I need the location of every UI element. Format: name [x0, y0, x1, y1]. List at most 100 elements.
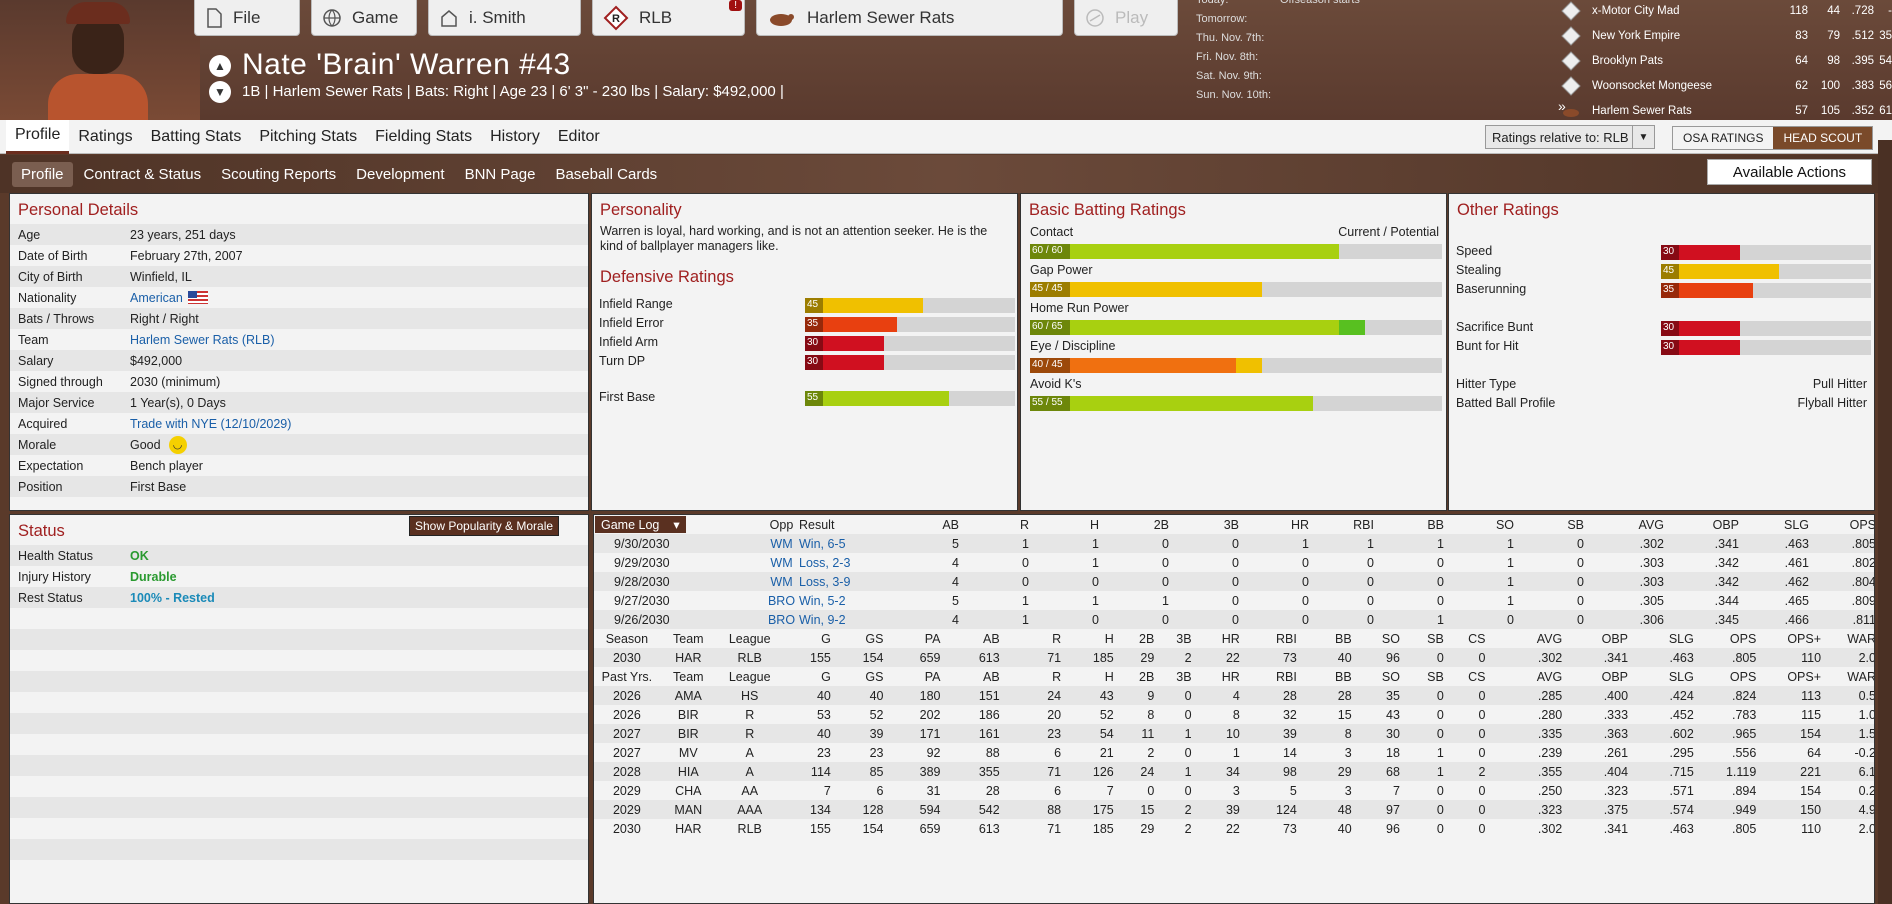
other-rating-label: Bunt for Hit — [1456, 339, 1519, 353]
gamelog-cell[interactable]: Loss, 2-3 — [799, 555, 851, 570]
gamelog-cell: 9/30/2030 — [614, 536, 670, 551]
stats-cell: 185 — [1092, 650, 1114, 665]
stats-cell: 39 — [1225, 802, 1240, 817]
trade-link[interactable]: Trade with NYE (12/10/2029) — [130, 416, 292, 431]
gamelog-cell[interactable]: WM — [770, 574, 793, 589]
defense-rating-bar: 45 — [805, 298, 1015, 313]
stats-table-panel: Game Log ▾ Opp Result AB R H 2B 3B HR RBI BB SO SB AVG… — [593, 514, 1875, 904]
stats-cell: 10 — [1225, 726, 1240, 741]
league-menu-button[interactable]: R RLB ! — [592, 0, 745, 36]
prev-player-button[interactable]: ▲ — [209, 55, 231, 77]
standings-row[interactable]: x-Motor City Mad 118 44.728- — [1560, 0, 1892, 23]
tab-ratings[interactable]: Ratings — [78, 127, 133, 145]
stats-cell: 154 — [1800, 783, 1822, 798]
game-menu-button[interactable]: Game — [311, 0, 417, 36]
gamelog-cell[interactable]: Win, 5-2 — [799, 593, 846, 608]
standings-row[interactable]: Brooklyn Pats 64 98.395 54 — [1560, 48, 1892, 73]
subtab-bnn-page[interactable]: BNN Page — [464, 165, 536, 183]
ratings-relative-select[interactable]: Ratings relative to: RLB ▼ — [1485, 125, 1655, 149]
stats-cell: 155 — [810, 821, 831, 836]
osa-ratings-button[interactable]: OSA RATINGS — [1673, 127, 1774, 149]
rating-value-box — [1030, 244, 1070, 259]
stats-cell: 98 — [1282, 764, 1297, 779]
standings-row[interactable]: New York Empire 83 79.512 35 — [1560, 23, 1892, 48]
standings-row[interactable]: Woonsocket Mongeese 62 100.383 56 — [1560, 73, 1892, 98]
gamelog-cell: 1 — [1507, 574, 1514, 589]
subtab-baseball-cards[interactable]: Baseball Cards — [555, 165, 658, 183]
stats-cell: 34 — [1225, 764, 1240, 779]
stats-cell: 154 — [862, 821, 884, 836]
gamelog-cell: .461 — [1784, 555, 1809, 570]
stats-cell: 0 — [1478, 688, 1486, 703]
stats-cell: 171 — [919, 726, 941, 741]
subtab-development[interactable]: Development — [356, 165, 445, 183]
gamelog-cell[interactable]: BRO — [767, 593, 796, 608]
subtab-contract-status[interactable]: Contract & Status — [83, 165, 202, 183]
expand-standings-icon[interactable]: » — [1558, 98, 1566, 114]
stats-cell: 96 — [1386, 821, 1400, 836]
nationality-link[interactable]: American — [130, 290, 183, 305]
stats-cell: .323 — [1537, 802, 1563, 817]
tab-editor[interactable]: Editor — [557, 127, 600, 145]
stats-cell: .715 — [1669, 764, 1694, 779]
manager-menu-button[interactable]: i. Smith — [428, 0, 581, 36]
gamelog-cell: 0 — [1022, 574, 1029, 589]
stats-header-cell: Past Yrs. Team League G GS PA AB R H 2B 3B HR RBI BB S… — [594, 667, 1874, 838]
ratings-source-toggle: OSA RATINGS HEAD SCOUT — [1672, 126, 1874, 150]
next-player-button[interactable]: ▼ — [209, 81, 231, 103]
gamelog-cell: 0 — [1577, 536, 1584, 551]
team-menu-button[interactable]: Harlem Sewer Rats — [756, 0, 1063, 36]
stats-cell: 2 — [1184, 650, 1192, 665]
stats-cell: .280 — [1537, 707, 1563, 722]
personality-text: Warren is loyal, hard working, and is no… — [600, 224, 988, 253]
gamelog-cell[interactable]: WM — [770, 536, 793, 551]
batting-current-fill — [1030, 396, 1314, 411]
play-button[interactable]: Play — [1074, 0, 1178, 36]
stats-cell: 124 — [1276, 802, 1297, 817]
gamelog-cell[interactable]: Win, 6-5 — [799, 536, 846, 551]
gamelog-cell[interactable]: Loss, 3-9 — [799, 574, 851, 589]
column-header: SB — [1427, 669, 1444, 684]
subtab-scouting-reports[interactable]: Scouting Reports — [221, 165, 337, 183]
available-actions-button[interactable]: Available Actions — [1707, 159, 1872, 185]
stats-cell: 7 — [1392, 783, 1400, 798]
gamelog-dropdown[interactable]: Game Log ▾ — [595, 516, 686, 533]
stats-header-row: Season Team League G GS PA AB R H 2B 3B HR RBI BB SO SB… — [594, 629, 1875, 648]
stats-cell: 115 — [1801, 707, 1822, 722]
standings-row[interactable]: Harlem Sewer Rats 57 105.352 61 — [1560, 98, 1892, 123]
stats-cell: 3 — [1344, 783, 1352, 798]
tab-fielding-stats[interactable]: Fielding Stats — [375, 127, 473, 145]
past-year-row: 2028 HIA A 114 85 389 355 71 126 24 1 34 98 29 68 1 2 .35… — [594, 762, 1874, 781]
gamelog-cell[interactable]: Win, 9-2 — [799, 612, 846, 627]
defensive-ratings-title: Defensive Ratings — [600, 268, 734, 286]
stats-cell: 31 — [926, 783, 941, 798]
stats-cell: 92 — [926, 745, 941, 760]
column-header: Team — [673, 669, 704, 684]
gamelog-dropdown-label: Game Log — [601, 517, 660, 532]
gamelog-cell: 0 — [1302, 593, 1309, 608]
column-header: WAR — [1847, 631, 1875, 646]
show-popularity-morale-button[interactable]: Show Popularity & Morale — [409, 516, 560, 536]
gamelog-cell[interactable]: WM — [770, 555, 793, 570]
other-rating-bar: 30 — [1661, 321, 1871, 336]
gamelog-cell: 9/26/2030 — [614, 612, 670, 627]
gamelog-cell: .303 — [1639, 574, 1664, 589]
batting-rating-label: Gap Power — [1030, 263, 1093, 277]
team-logo-icon — [1560, 75, 1582, 97]
subtab-profile[interactable]: Profile — [12, 161, 73, 187]
tab-batting-stats[interactable]: Batting Stats — [150, 127, 242, 145]
stats-cell: 71 — [1047, 650, 1062, 665]
team-link[interactable]: Harlem Sewer Rats (RLB) — [130, 332, 275, 347]
gamelog-cell[interactable]: BRO — [767, 612, 796, 627]
team-logo-icon — [1560, 50, 1582, 72]
head-scout-button[interactable]: HEAD SCOUT — [1773, 127, 1873, 149]
tab-profile[interactable]: Profile — [6, 119, 70, 154]
stats-cell: 24 — [1047, 688, 1062, 703]
tab-history[interactable]: History — [490, 127, 540, 145]
column-header: OPS+ — [1787, 631, 1822, 646]
stats-cell: 659 — [919, 650, 941, 665]
tab-pitching-stats[interactable]: Pitching Stats — [259, 127, 358, 145]
column-header: H — [1104, 669, 1114, 684]
file-menu-button[interactable]: File — [194, 0, 300, 36]
column-header: League — [728, 669, 771, 684]
